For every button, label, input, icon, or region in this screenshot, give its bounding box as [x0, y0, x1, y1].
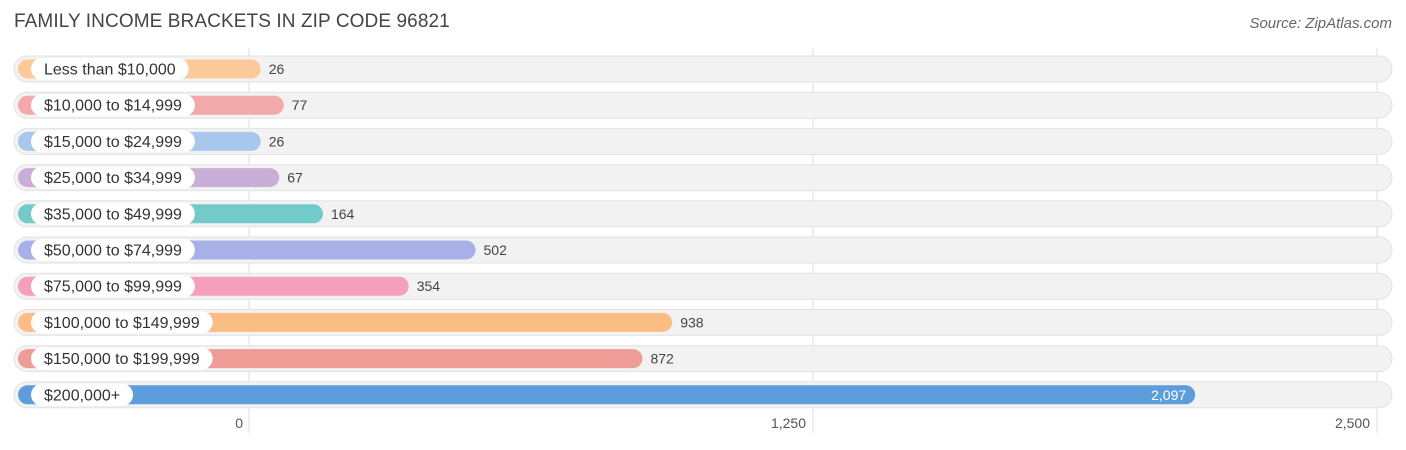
category-label: Less than $10,000 — [44, 62, 176, 79]
bar-track — [13, 200, 1393, 228]
x-tick-label: 2,500 — [1335, 415, 1370, 431]
value-label: 164 — [331, 206, 355, 222]
value-label: 26 — [269, 61, 285, 77]
value-label: 26 — [269, 133, 285, 149]
category-pill — [31, 202, 195, 225]
category-label: $50,000 to $74,999 — [44, 243, 182, 260]
category-pill — [31, 166, 195, 189]
value-label: 502 — [484, 242, 508, 258]
category-label: $200,000+ — [44, 387, 120, 404]
category-pill — [31, 130, 195, 153]
value-label: 67 — [287, 170, 303, 186]
category-pill — [31, 347, 213, 370]
value-label: 2,097 — [1151, 387, 1186, 403]
rows-layer: Less than $10,000 26 $10,000 to $14,999 77 $… — [13, 55, 1393, 409]
category-label: $100,000 to $149,999 — [44, 315, 200, 332]
category-label: $35,000 to $49,999 — [44, 206, 182, 223]
category-pill — [31, 311, 213, 334]
category-label: $25,000 to $34,999 — [44, 170, 182, 187]
category-label: $15,000 to $24,999 — [44, 134, 182, 151]
bar-track — [13, 127, 1393, 155]
source-label: Source: ZipAtlas.com — [1249, 15, 1392, 32]
value-label: 872 — [650, 351, 674, 367]
category-pill — [31, 94, 195, 117]
x-axis: 0 1,250 2,500 — [235, 415, 1370, 431]
value-label: 77 — [292, 97, 308, 113]
category-pill — [31, 275, 195, 298]
x-tick-label: 1,250 — [771, 415, 806, 431]
bar — [18, 385, 1196, 405]
chart-title: FAMILY INCOME BRACKETS IN ZIP CODE 96821 — [14, 11, 450, 32]
bar-track — [13, 164, 1393, 192]
bar-track — [13, 55, 1393, 83]
category-label: $10,000 to $14,999 — [44, 98, 182, 115]
value-label: 354 — [417, 278, 441, 294]
x-tick-label: 0 — [235, 415, 243, 431]
category-label: $150,000 to $199,999 — [44, 351, 200, 368]
category-pill — [31, 58, 189, 80]
value-label: 938 — [680, 314, 704, 330]
category-pill — [31, 239, 195, 261]
bar-track — [13, 91, 1393, 119]
category-pill — [31, 383, 134, 406]
category-label: $75,000 to $99,999 — [44, 279, 182, 296]
